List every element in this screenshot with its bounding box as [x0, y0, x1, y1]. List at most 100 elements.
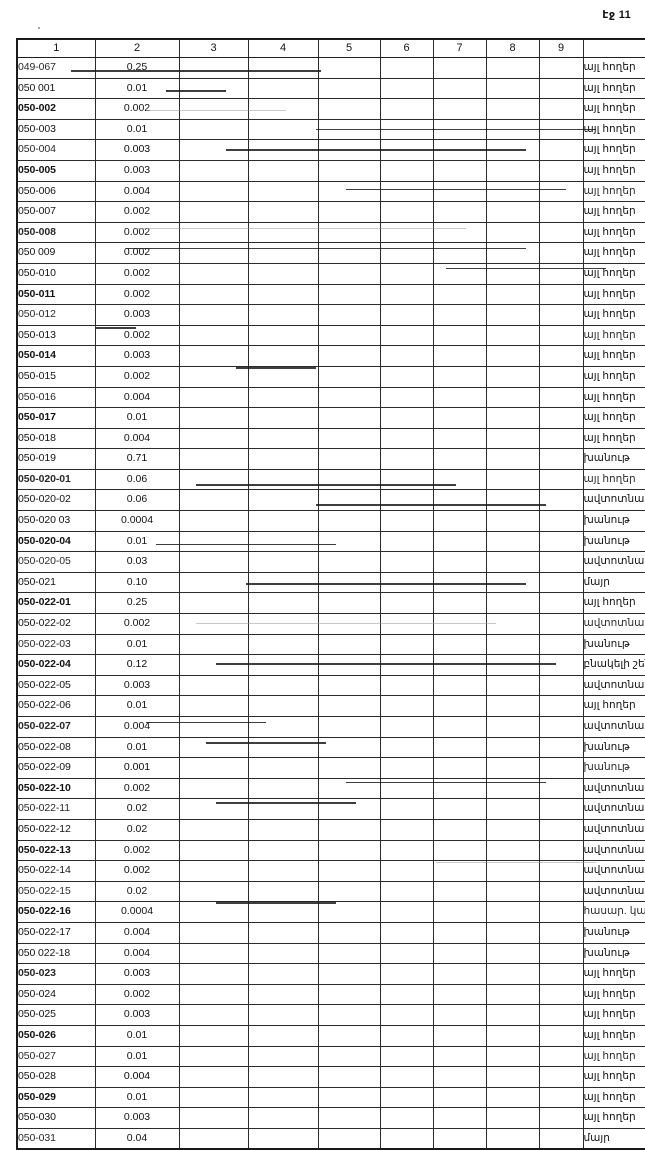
cell-empty-col-6 — [379, 159, 434, 182]
table-row: 050-022-160.0004 հասար. կառ. — [16, 901, 645, 923]
table-row: 050-022-13 0.002 ավտոտնակ — [16, 839, 645, 862]
cell-empty-col-4 — [247, 777, 319, 800]
cell-empty-col-5 — [317, 304, 381, 326]
cell-land-use: այլ հողեր — [582, 262, 645, 285]
table-row: 050-020-05 0.03 ավտոտնակ — [16, 551, 645, 573]
cell-empty-col-3 — [178, 1107, 249, 1129]
cell-area-value: 0.01 — [94, 695, 180, 717]
cell-empty-col-4 — [247, 468, 319, 491]
cell-empty-col-7 — [432, 324, 487, 347]
cell-land-use: հասար. կառ. — [582, 901, 645, 923]
cell-empty-col-4 — [247, 1127, 319, 1150]
cell-empty-col-9 — [538, 1024, 584, 1047]
cell-empty-col-4 — [247, 571, 319, 594]
cell-area-value: 0.002 — [94, 860, 180, 882]
cell-empty-col-6 — [379, 921, 434, 944]
cell-empty-col-3 — [178, 98, 249, 120]
cell-empty-col-5 — [317, 1004, 381, 1026]
cell-area-value: 0.0004 — [94, 901, 180, 923]
cell-parcel-code: 050-028 — [16, 1066, 96, 1088]
cell-empty-col-8 — [485, 901, 540, 923]
cell-empty-col-5 — [317, 427, 381, 450]
cell-area-value: 0.25 — [94, 592, 180, 615]
cell-empty-col-8 — [485, 448, 540, 470]
cell-land-use: այլ հողեր — [582, 221, 645, 244]
table-row: 049-067 0.25 այլ հողեր — [16, 57, 645, 79]
cell-empty-col-7 — [432, 1045, 487, 1068]
cell-empty-col-3 — [178, 695, 249, 717]
cell-empty-col-8 — [485, 304, 540, 326]
cell-empty-col-7 — [432, 407, 487, 429]
cell-empty-col-5 — [317, 324, 381, 347]
cell-empty-col-5 — [317, 860, 381, 882]
cell-empty-col-8 — [485, 530, 540, 553]
cell-empty-col-6 — [379, 304, 434, 326]
cell-empty-col-4 — [247, 510, 319, 532]
cell-land-use: այլ հողեր — [582, 1086, 645, 1109]
table-row: 050-023 0.003 այլ հողեր — [16, 963, 645, 985]
cell-parcel-code: 050-022-02 — [16, 613, 96, 635]
cell-parcel-code: 050-022-09 — [16, 757, 96, 779]
cell-empty-col-6 — [379, 262, 434, 285]
cell-empty-col-4 — [247, 757, 319, 779]
cell-empty-col-5 — [317, 571, 381, 594]
cell-land-use: ավտոտնակ — [582, 839, 645, 862]
cell-empty-col-7 — [432, 530, 487, 553]
cell-empty-col-6 — [379, 489, 434, 512]
cell-empty-col-5 — [317, 736, 381, 759]
cell-empty-col-6 — [379, 427, 434, 450]
cell-parcel-code: 050-016 — [16, 386, 96, 409]
cell-empty-col-4 — [247, 1045, 319, 1068]
table-row: 050-002 0.002 այլ հողեր — [16, 98, 645, 120]
cell-empty-col-9 — [538, 201, 584, 223]
cell-parcel-code: 050-024 — [16, 983, 96, 1006]
cell-empty-col-8 — [485, 221, 540, 244]
cell-empty-col-4 — [247, 613, 319, 635]
cell-parcel-code: 050-019 — [16, 448, 96, 470]
cell-empty-col-7 — [432, 1004, 487, 1026]
cell-empty-col-3 — [178, 860, 249, 882]
cell-empty-col-5 — [317, 365, 381, 388]
cell-empty-col-3 — [178, 283, 249, 306]
cell-area-value: 0.02 — [94, 798, 180, 820]
cell-empty-col-4 — [247, 1086, 319, 1109]
cell-empty-col-9 — [538, 180, 584, 203]
cell-empty-col-9 — [538, 283, 584, 306]
cell-empty-col-3 — [178, 386, 249, 409]
cell-empty-col-4 — [247, 921, 319, 944]
cell-parcel-code: 050-008 — [16, 221, 96, 244]
cell-empty-col-3 — [178, 180, 249, 203]
cell-area-value: 0.01 — [94, 118, 180, 141]
cell-land-use: այլ հողեր — [582, 427, 645, 450]
table-row: 050-022-14 0.002 ավտոտնակ — [16, 860, 645, 882]
cell-empty-col-5 — [317, 448, 381, 470]
table-row: 050-029 0.01 այլ հողեր — [16, 1086, 645, 1109]
cell-empty-col-9 — [538, 571, 584, 594]
cell-empty-col-5 — [317, 283, 381, 306]
cell-area-value: 0.002 — [94, 324, 180, 347]
cell-empty-col-5 — [317, 1127, 381, 1150]
cell-land-use: այլ հողեր — [582, 77, 645, 100]
cell-empty-col-4 — [247, 242, 319, 264]
cell-land-use: այլ հողեր — [582, 345, 645, 367]
header-row: 1 2 3 4 5 6 7 8 9 10 — [16, 38, 645, 58]
cell-empty-col-8 — [485, 57, 540, 79]
cell-empty-col-8 — [485, 98, 540, 120]
cell-empty-col-3 — [178, 489, 249, 512]
cell-empty-col-7 — [432, 1066, 487, 1088]
cell-empty-col-9 — [538, 777, 584, 800]
cell-land-use: այլ հողեր — [582, 1107, 645, 1129]
cell-empty-col-3 — [178, 242, 249, 264]
cell-empty-col-7 — [432, 1086, 487, 1109]
cell-empty-col-4 — [247, 324, 319, 347]
table-row: 050-028 0.004 այլ հողեր — [16, 1066, 645, 1088]
table-row: 050-022-09 0.001 խանութ — [16, 757, 645, 779]
cell-empty-col-7 — [432, 221, 487, 244]
cell-empty-col-7 — [432, 159, 487, 182]
cell-empty-col-7 — [432, 963, 487, 985]
cell-parcel-code: 050-012 — [16, 304, 96, 326]
cell-empty-col-5 — [317, 242, 381, 264]
cell-empty-col-5 — [317, 159, 381, 182]
cell-empty-col-3 — [178, 736, 249, 759]
cell-empty-col-4 — [247, 427, 319, 450]
